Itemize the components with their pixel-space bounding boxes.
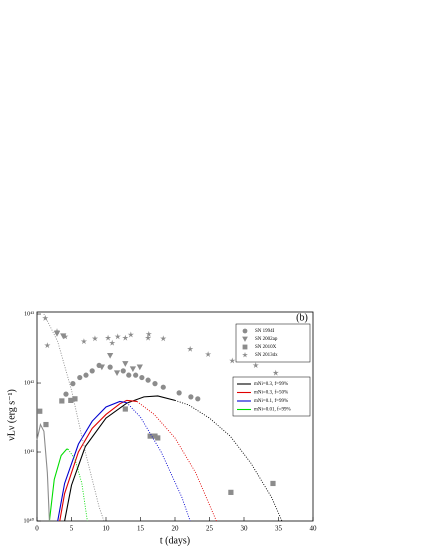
marker (133, 372, 139, 378)
y-tick-label: 10⁴¹ (24, 449, 34, 455)
model-curve (174, 399, 283, 522)
marker (53, 331, 61, 337)
legend-label: SN 1994I (255, 329, 275, 334)
marker (62, 333, 69, 340)
marker (242, 336, 248, 342)
marker (160, 335, 167, 342)
x-tick-label: 10 (103, 525, 111, 533)
model-curve (67, 448, 88, 522)
x-axis-label: t (days) (160, 535, 190, 546)
marker (114, 333, 121, 340)
marker (59, 398, 65, 404)
marker (63, 391, 69, 397)
marker (127, 331, 134, 338)
legend-label: SN 2013dx (255, 353, 278, 358)
marker (80, 338, 88, 345)
marker (83, 372, 89, 378)
x-tick-label: 5 (70, 525, 74, 533)
marker (53, 328, 61, 335)
marker (136, 364, 143, 371)
x-tick-label: 40 (310, 525, 318, 533)
marker (77, 374, 83, 381)
marker (252, 362, 259, 369)
marker (44, 342, 51, 349)
legend-label: mNi=0.1, f=99% (254, 399, 288, 404)
marker (126, 372, 132, 378)
legend-label: mNi=0.3, f=99% (254, 382, 288, 387)
marker (145, 334, 152, 341)
panel-label: (b) (296, 312, 308, 323)
x-tick-label: 15 (137, 525, 145, 533)
model-curve (36, 422, 50, 522)
marker (139, 374, 145, 381)
marker (113, 370, 121, 377)
marker (152, 381, 158, 387)
model-curve (48, 448, 69, 522)
marker (147, 433, 153, 439)
marker (68, 397, 74, 403)
legend-box (235, 323, 311, 363)
legend-label: mNi=0.01, f=99% (254, 408, 291, 413)
legend-label: SN 2010X (255, 345, 277, 350)
marker (122, 334, 129, 341)
model-curve (126, 402, 191, 522)
marker (228, 489, 234, 495)
x-tick-label: 25 (206, 525, 214, 533)
marker (188, 394, 194, 400)
marker (160, 384, 166, 390)
x-tick-label: 35 (275, 525, 283, 533)
y-axis-label: νLν (erg s⁻¹) (6, 389, 17, 441)
marker (104, 334, 112, 341)
marker (91, 335, 99, 342)
model-curve (64, 395, 176, 522)
model-curve (57, 400, 127, 522)
marker (89, 368, 95, 374)
marker (145, 377, 151, 383)
marker (152, 433, 158, 439)
marker (155, 435, 161, 441)
marker (242, 352, 248, 358)
legend-label: mNi=0.3, f=50% (254, 391, 288, 396)
y-tick-label: 10⁴² (24, 380, 34, 386)
marker (122, 406, 128, 412)
marker (242, 328, 248, 334)
marker (242, 344, 248, 350)
model-curve (59, 399, 138, 522)
marker (109, 339, 116, 346)
marker (37, 408, 43, 414)
marker (272, 369, 279, 376)
marker (229, 357, 236, 364)
marker (176, 390, 182, 396)
model-curve (43, 313, 105, 522)
marker (122, 361, 129, 367)
y-tick-label: 10⁴⁰ (24, 517, 35, 524)
model-curve (136, 401, 217, 522)
x-tick-label: 0 (35, 525, 39, 533)
marker (72, 396, 78, 402)
marker (42, 314, 49, 321)
marker (98, 364, 105, 371)
marker (187, 345, 194, 352)
y-tick-label: 10⁴³ (24, 311, 34, 317)
marker (43, 421, 49, 428)
marker (195, 396, 201, 402)
marker (145, 330, 152, 337)
marker (129, 366, 137, 373)
marker (107, 364, 113, 370)
legend-label: SN 2002ap (255, 337, 278, 342)
marker (120, 368, 126, 374)
marker (107, 352, 114, 359)
marker (70, 381, 76, 387)
marker (270, 480, 276, 487)
x-tick-label: 30 (241, 525, 249, 533)
marker (205, 351, 212, 358)
x-tick-label: 20 (172, 525, 180, 533)
